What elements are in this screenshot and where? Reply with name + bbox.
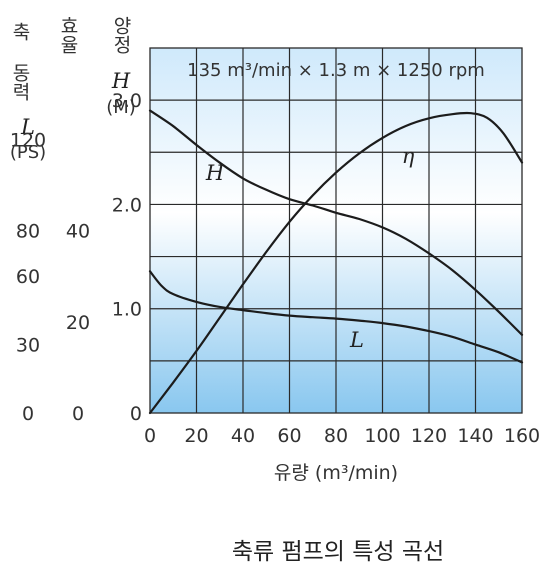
shaft-power-axis-symbol: L bbox=[20, 115, 35, 139]
x-tick-label: 100 bbox=[364, 425, 400, 447]
head-curve-label: H bbox=[205, 161, 225, 185]
y-tick-label-L: 80 bbox=[16, 221, 40, 243]
shaft-power-header: 축 동력 bbox=[9, 22, 31, 101]
y-tick-labels: 0 1.0 2.0 3.0 0 20 40 0 30 60 80 120 bbox=[10, 90, 142, 425]
y-tick-label-L: 0 bbox=[22, 403, 34, 425]
efficiency-header: 효율 bbox=[57, 16, 79, 54]
y-tick-label-eta: 0 bbox=[72, 403, 84, 425]
y-tick-label-eta: 20 bbox=[66, 312, 90, 334]
y-tick-label-eta: 40 bbox=[66, 221, 90, 243]
x-tick-label: 0 bbox=[144, 425, 156, 447]
shaft-power-axis-unit: (PS) bbox=[10, 142, 46, 163]
head-curve bbox=[148, 109, 524, 336]
y-tick-label-H: 0 bbox=[130, 403, 142, 425]
x-tick-label: 160 bbox=[504, 425, 540, 447]
x-tick-labels: 0 20 40 60 80 100 120 140 160 bbox=[144, 425, 540, 447]
shaft-power-curve-label: L bbox=[349, 328, 364, 352]
efficiency-curve-label: η bbox=[402, 144, 415, 168]
x-tick-label: 120 bbox=[411, 425, 447, 447]
x-tick-label: 80 bbox=[324, 425, 348, 447]
condition-banner: 135 m³/min × 1.3 m × 1250 rpm bbox=[187, 60, 485, 81]
head-header: 양정 bbox=[110, 16, 132, 54]
chart-caption: 축류 펌프의 특성 곡선 bbox=[232, 539, 444, 565]
y-tick-label-H: 1.0 bbox=[112, 299, 142, 321]
efficiency-curve bbox=[148, 111, 524, 415]
y-tick-label-H: 2.0 bbox=[112, 194, 142, 216]
shaft-power-curve bbox=[148, 270, 524, 364]
x-tick-label: 20 bbox=[184, 425, 208, 447]
y-tick-label-L: 120 bbox=[10, 129, 46, 151]
x-tick-label: 40 bbox=[231, 425, 255, 447]
y-tick-label-L: 30 bbox=[16, 335, 40, 357]
x-tick-label: 60 bbox=[277, 425, 301, 447]
x-tick-label: 140 bbox=[457, 425, 493, 447]
x-axis-label: 유량 (m³/min) bbox=[274, 462, 398, 484]
curves bbox=[148, 109, 524, 415]
head-axis-symbol: H bbox=[111, 69, 131, 93]
head-axis-unit: (M) bbox=[106, 97, 136, 118]
y-tick-label-H: 3.0 bbox=[112, 90, 142, 112]
y-tick-label-L: 60 bbox=[16, 266, 40, 288]
